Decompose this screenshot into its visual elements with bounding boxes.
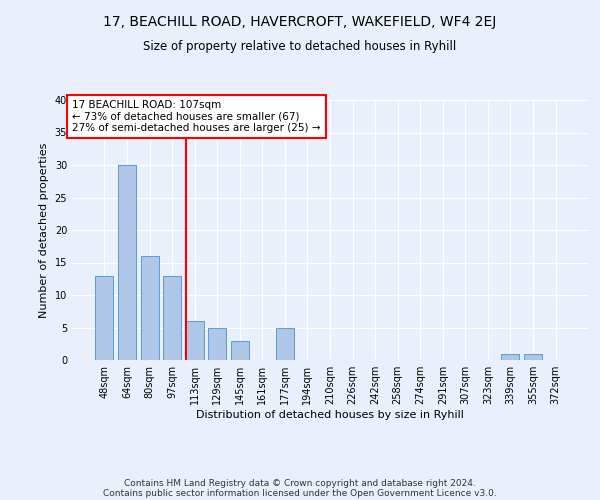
Bar xyxy=(95,276,113,360)
Bar xyxy=(118,165,136,360)
Bar xyxy=(502,354,520,360)
Bar xyxy=(163,276,181,360)
Y-axis label: Number of detached properties: Number of detached properties xyxy=(39,142,49,318)
Bar xyxy=(208,328,226,360)
Bar xyxy=(140,256,158,360)
Text: Contains HM Land Registry data © Crown copyright and database right 2024.: Contains HM Land Registry data © Crown c… xyxy=(124,478,476,488)
Bar xyxy=(276,328,294,360)
Text: 17, BEACHILL ROAD, HAVERCROFT, WAKEFIELD, WF4 2EJ: 17, BEACHILL ROAD, HAVERCROFT, WAKEFIELD… xyxy=(103,15,497,29)
Bar xyxy=(524,354,542,360)
Text: Contains public sector information licensed under the Open Government Licence v3: Contains public sector information licen… xyxy=(103,488,497,498)
Text: 17 BEACHILL ROAD: 107sqm
← 73% of detached houses are smaller (67)
27% of semi-d: 17 BEACHILL ROAD: 107sqm ← 73% of detach… xyxy=(72,100,320,133)
Bar xyxy=(231,340,249,360)
Bar xyxy=(185,321,204,360)
X-axis label: Distribution of detached houses by size in Ryhill: Distribution of detached houses by size … xyxy=(196,410,464,420)
Text: Size of property relative to detached houses in Ryhill: Size of property relative to detached ho… xyxy=(143,40,457,53)
